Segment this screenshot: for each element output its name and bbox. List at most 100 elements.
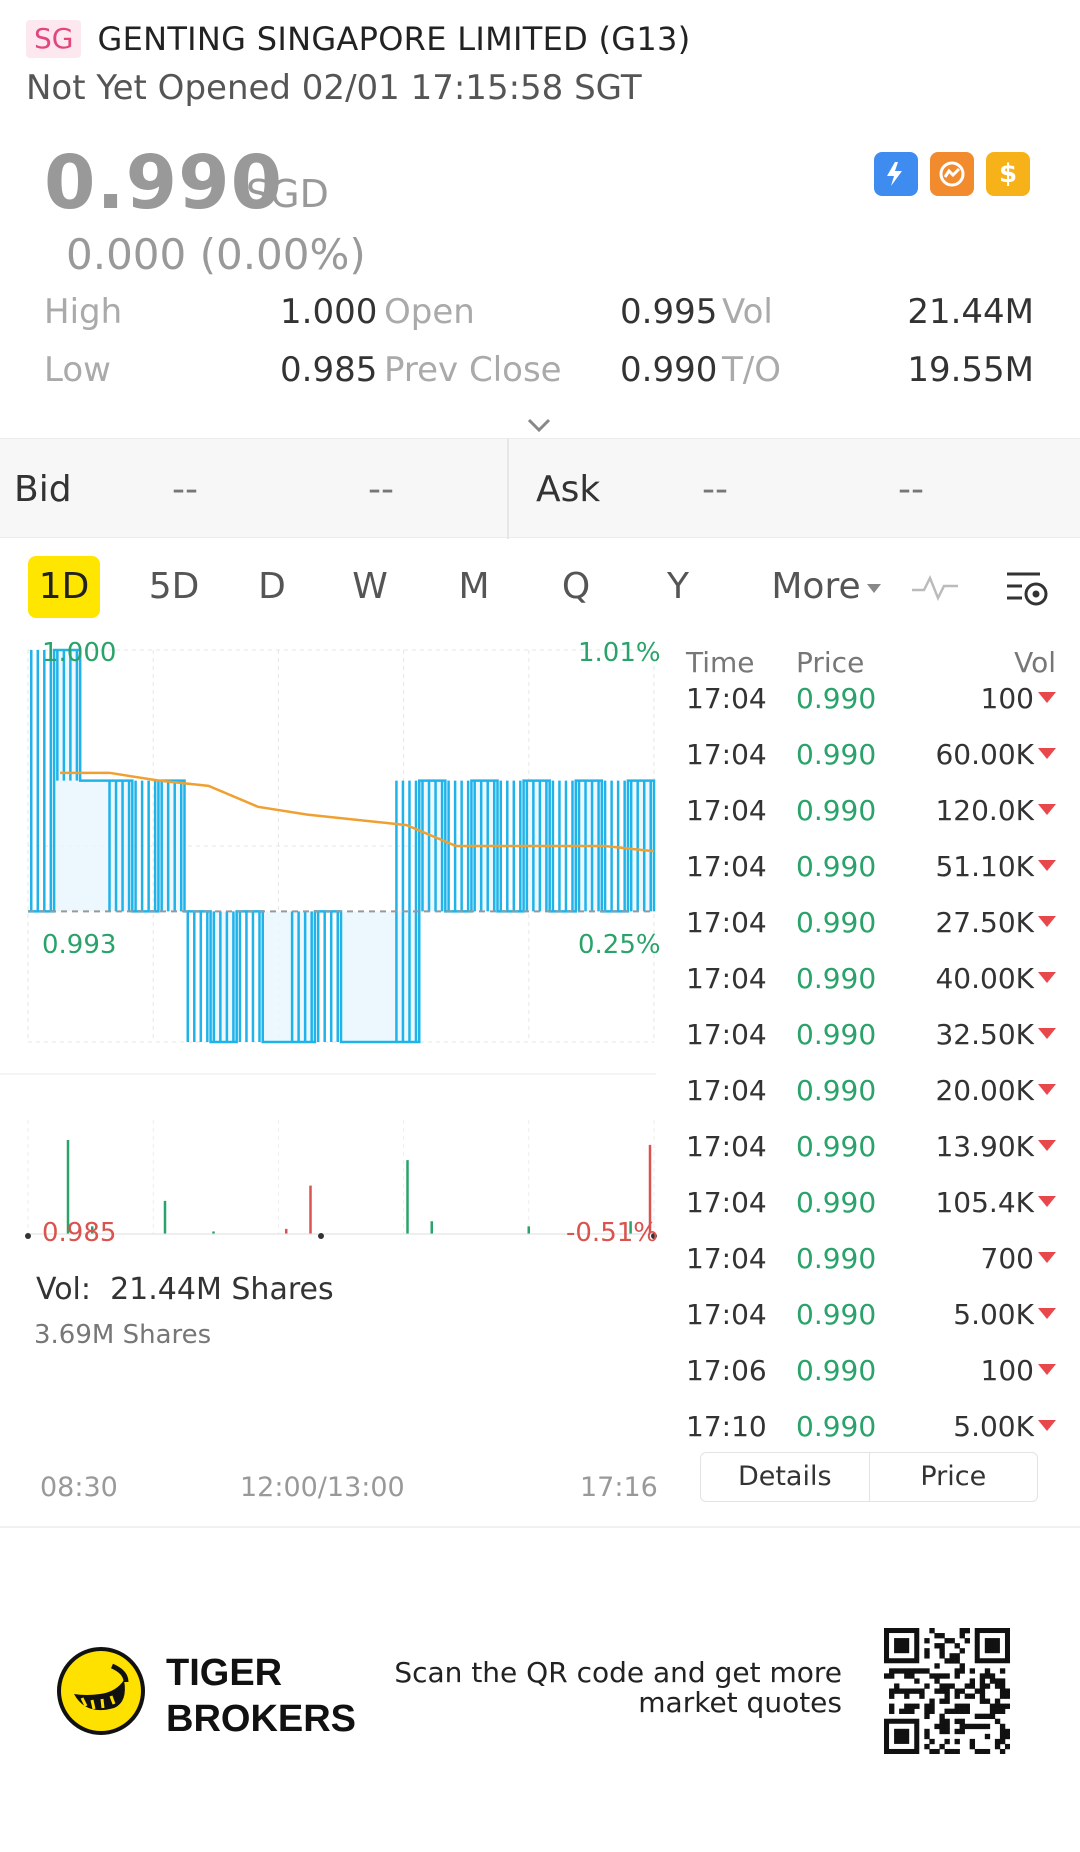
last-price: 0.990 [44,140,284,226]
tick-volume: 40.00K [935,962,1034,995]
tab-5d[interactable]: 5D [148,566,200,607]
ask-price: -- [702,469,728,510]
tick-volume: 32.50K [935,1018,1034,1051]
tick-volume: 51.10K [935,850,1034,883]
tick-volume: 105.4K [935,1186,1034,1219]
sell-arrow-icon [1038,1140,1056,1151]
chart-settings-icon[interactable] [1004,564,1050,610]
tick-view-toggle: Details Price [700,1452,1038,1502]
session-marker [25,1233,31,1239]
scan-text: Scan the QR code and get more market quo… [394,1658,842,1718]
quote-stats: High 1.000 Open 0.995 Vol 21.44M Low 0.9… [44,292,1034,408]
tick-list: Time Price Vol 17:04 0.990 100 17:04 0.990 60… [686,646,1056,1466]
tab-d[interactable]: D [258,566,286,607]
tick-volume: 60.00K [935,738,1034,771]
feature-badges: $ [874,152,1030,196]
chevron-down-icon[interactable] [526,412,552,438]
tick-volume: 20.00K [935,1074,1034,1107]
tick-price: 0.990 [796,1018,877,1051]
tick-time: 17:04 [686,794,767,827]
tick-time: 17:04 [686,850,767,883]
tick-row: 17:04 0.990 105.4K [686,1186,1056,1242]
tick-row: 17:10 0.990 5.00K [686,1410,1056,1466]
tick-time: 17:04 [686,1018,767,1051]
tick-time: 17:04 [686,1298,767,1331]
tick-time: 17:04 [686,906,767,939]
time-mid: 12:00/13:00 [240,1472,405,1503]
lightning-level1-icon[interactable] [874,152,918,196]
sell-arrow-icon [1038,1084,1056,1095]
tick-price: 0.990 [796,1354,877,1387]
tick-time: 17:04 [686,1130,767,1163]
tab-1d[interactable]: 1D [28,556,100,618]
tab-m[interactable]: M [458,566,490,607]
turnover-label: T/O [722,350,781,390]
sell-arrow-icon [1038,972,1056,983]
tick-price: 0.990 [796,1298,877,1331]
vol-label: Vol [722,292,773,332]
y-axis-top: 1.000 [42,638,117,668]
sell-arrow-icon [1038,860,1056,871]
tick-price: 0.990 [796,850,877,883]
tick-row: 17:04 0.990 60.00K [686,738,1056,794]
tick-row: 17:04 0.990 120.0K [686,794,1056,850]
tick-row: 17:04 0.990 100 [686,682,1056,738]
volume-value: 21.44M Shares [110,1272,334,1307]
brand-name: TIGER BROKERS [166,1650,356,1742]
tick-header-time: Time [686,646,755,679]
options-icon[interactable] [930,152,974,196]
tick-price: 0.990 [796,682,877,715]
tick-time: 17:04 [686,738,767,771]
tab-y[interactable]: Y [667,566,689,607]
tick-volume: 5.00K [953,1410,1034,1443]
tick-header-vol: Vol [1014,646,1056,679]
high-label: High [44,292,123,332]
ask-label: Ask [536,469,601,510]
tick-header-price: Price [796,646,865,679]
intraday-chart[interactable] [0,630,670,1470]
ask-size: -- [898,469,924,510]
tick-price: 0.990 [796,962,877,995]
period-tabs: 1D 5D D W M Q Y More [28,556,1068,618]
tab-q[interactable]: Q [561,566,591,607]
market-badge: SG [26,20,82,58]
tab-more[interactable]: More [756,556,896,618]
tick-row: 17:04 0.990 32.50K [686,1018,1056,1074]
time-start: 08:30 [40,1472,118,1503]
tick-volume: 13.90K [935,1130,1034,1163]
tick-price: 0.990 [796,1130,877,1163]
sell-arrow-icon [1038,1196,1056,1207]
pct-axis-mid: 0.25% [578,930,661,960]
details-button[interactable]: Details [737,1461,832,1492]
turnover-value: 19.55M [907,350,1034,390]
y-axis-mid: 0.993 [42,930,117,960]
session-marker [318,1233,324,1239]
open-label: Open [384,292,475,332]
sell-arrow-icon [1038,916,1056,927]
bid-size: -- [368,469,394,510]
dollar-icon[interactable]: $ [986,152,1030,196]
tab-more-label: More [771,566,861,607]
price-area: 0.990 SGD 0.000 (0.00%) $ [44,140,1044,290]
tick-volume: 100 [980,1354,1034,1387]
average-price-line [60,771,655,853]
tick-row: 17:04 0.990 51.10K [686,850,1056,906]
indicator-icon[interactable] [910,572,960,602]
price-button[interactable]: Price [868,1453,1038,1501]
pct-axis-top: 1.01% [578,638,661,668]
tick-price: 0.990 [796,1186,877,1219]
time-end: 17:16 [580,1472,658,1503]
vol-value: 21.44M [907,292,1034,332]
currency: SGD [246,172,329,216]
bid-price: -- [172,469,198,510]
tick-row: 17:06 0.990 100 [686,1354,1056,1410]
stock-name: GENTING SINGAPORE LIMITED (G13) [97,20,691,58]
tick-price: 0.990 [796,1074,877,1107]
prev-close-label: Prev Close [384,350,562,390]
tab-w[interactable]: W [352,566,388,607]
sell-arrow-icon [1038,1420,1056,1431]
bid-ask-panel: Bid -- -- Ask -- -- [0,438,1080,539]
tick-row: 17:04 0.990 13.90K [686,1130,1056,1186]
scan-line1: Scan the QR code and get more [394,1656,842,1689]
tick-time: 17:04 [686,1186,767,1219]
